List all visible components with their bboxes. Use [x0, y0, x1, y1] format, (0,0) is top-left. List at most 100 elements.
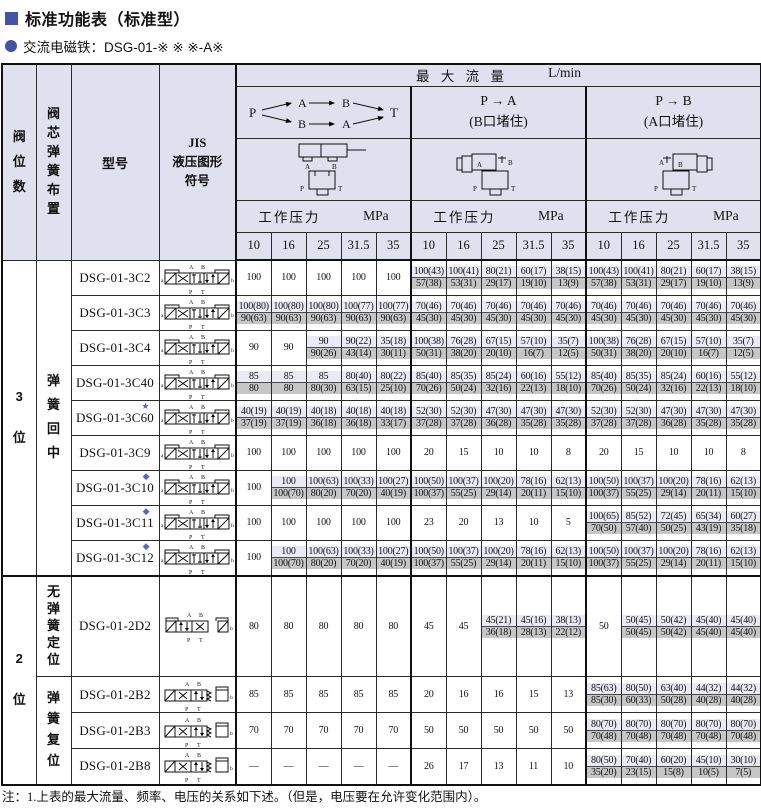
flow-value-top: 80(70) [622, 719, 655, 730]
flow-value: 50 [493, 725, 504, 736]
flow-value-top: 80(70) [692, 719, 725, 730]
flow-value-top: 100(27) [377, 546, 410, 557]
model-number: DSG-01-3C2 [79, 269, 151, 285]
flow-value-cell: 100 [235, 469, 272, 506]
flow-value-cell: 90 90(26) [305, 329, 342, 366]
flow-value: 100 [246, 517, 262, 528]
flow-value-cell: 100(33) 70(20) [340, 539, 377, 576]
flow-value: 10 [563, 760, 574, 772]
spool-arrangement-cell: 无弹簧定位 [35, 574, 72, 677]
flow-value-top: 70(46) [447, 301, 480, 312]
flow-value-cell: 100(63) 80(20) [305, 539, 342, 576]
flow-value-bottom: 12(5) [727, 347, 761, 359]
pressure-tick: 25 [655, 231, 692, 261]
flow-value-bottom: 50(28) [657, 694, 690, 706]
flow-value-bottom: 55(25) [447, 487, 480, 499]
model-number: DSG-01-3C60 [75, 409, 155, 425]
flow-value-cell: 30(10) 7(5) [725, 748, 761, 785]
model-number: DSG-01-2B3 [79, 722, 151, 738]
flow-value-bottom: 40(19) [377, 487, 410, 499]
group3-title: P → B (A口堵住) [584, 85, 761, 139]
svg-text:A: A [305, 163, 310, 171]
flow-value-cell: 80(50) 60(33) [620, 676, 657, 713]
flow-value-top: 85 [238, 371, 270, 382]
flow-value-top: 80(50) [588, 754, 620, 766]
svg-text:A: A [298, 96, 307, 110]
flow-value-bottom: 36(28) [657, 417, 690, 429]
flow-value-cell: 44(32) 40(28) [725, 676, 761, 713]
flow-value: 10 [493, 447, 504, 458]
flow-value-cell: 70(46) 45(30) [550, 294, 587, 331]
flow-value-bottom: 35(28) [517, 417, 550, 429]
flow-value-bottom: 90(63) [377, 312, 410, 324]
flow-value-top: 100(80) [272, 301, 305, 312]
flow-value-cell: 85 [270, 676, 307, 713]
flow-value-bottom: 63(15) [342, 382, 375, 394]
flow-value-cell: 47(30) 36(28) [655, 399, 692, 436]
flow-value: 16 [458, 689, 469, 700]
flow-value-top: 100(37) [622, 476, 655, 487]
group3-circuit-symbol: A B P T [584, 137, 761, 201]
flow-value-bottom: 20(11) [692, 487, 725, 499]
flow-value: 100 [386, 272, 401, 284]
flow-value-cell: 100(33) 70(20) [340, 469, 377, 506]
model-number: DSG-01-3C12 [75, 549, 155, 565]
flow-value-cell: 60(17) 19(10) [690, 259, 727, 296]
spec-table: 阀位数 阀芯弹簧布置 型号 JIS 液压图形符号 最 大 流 量 L/min [1, 63, 761, 786]
flow-value-top: 65(34) [692, 511, 725, 522]
flow-value-bottom: 28(13) [517, 625, 550, 638]
diamond-marker: ◆ [142, 470, 150, 481]
flow-value: — [283, 760, 294, 772]
svg-text:b: b [231, 488, 234, 494]
diamond-marker: ◆ [142, 505, 150, 516]
flow-value-cell: 80 [235, 574, 272, 677]
svg-text:A: A [185, 718, 190, 724]
flow-value-cell: 100 [235, 539, 272, 576]
flow-value-bottom: 57(38) [588, 277, 620, 290]
svg-text:T: T [201, 360, 205, 365]
jis-valve-symbol: A B b P T [158, 748, 237, 785]
flow-value-cell: 85 80 [270, 364, 307, 401]
flow-value-cell: 100(20) 29(14) [655, 539, 692, 576]
flow-value-cell: 100(41) 53(31) [445, 259, 482, 296]
svg-text:P: P [189, 360, 193, 365]
svg-text:T: T [201, 290, 205, 295]
flow-value-bottom: 70(50) [588, 522, 620, 534]
flow-value-cell: 85(52) 57(40) [620, 504, 657, 541]
svg-text:A: A [189, 440, 194, 446]
flow-value: 80 [388, 620, 399, 632]
flow-value-cell: 100(80) 90(63) [270, 294, 307, 331]
flow-value: 100 [281, 517, 296, 528]
flow-value-cell: 10 [690, 434, 727, 471]
flow-value-bottom: 29(17) [482, 277, 515, 290]
flow-path-diagram: P A B B A T [235, 85, 412, 139]
svg-text:B: B [678, 161, 683, 169]
footnote: 注：1.上表的最大流量、频率、电压的关系如下述。（但是，电压要在允许变化范围内）… [2, 790, 487, 804]
flow-value-cell: 52(30) 37(28) [585, 399, 622, 436]
flow-value-cell: 70(46) 45(30) [480, 294, 517, 331]
flow-value-cell: 76(28) 38(20) [445, 329, 482, 366]
model-cell: DSG-01-3C10 ◆ [70, 469, 160, 506]
flow-value-bottom: 40(28) [692, 694, 725, 706]
flow-value-top: 85(40) [588, 371, 620, 382]
flow-value-cell: 50 [445, 712, 482, 749]
flow-value-bottom: 29(14) [482, 557, 515, 569]
header-max-flow: 最 大 流 量 L/min [234, 63, 761, 87]
svg-text:P: P [185, 778, 189, 783]
flow-value-cell: 70(46) 45(30) [690, 294, 727, 331]
flow-value-bottom: 40(28) [727, 694, 761, 706]
flow-value-top: 85(52) [622, 511, 655, 522]
svg-text:P: P [189, 290, 193, 295]
svg-text:b: b [231, 383, 234, 389]
svg-text:T: T [511, 185, 516, 193]
pressure-tick: 10 [410, 231, 447, 261]
flow-value-cell: 52(30) 37(28) [445, 399, 482, 436]
svg-text:P: P [189, 465, 193, 470]
flow-value-cell: 90(22) 43(14) [340, 329, 377, 366]
svg-text:A: A [189, 370, 194, 376]
flow-value-bottom: 22(13) [517, 382, 550, 394]
flow-value-bottom: 33(17) [377, 417, 410, 429]
flow-value-cell: 85 80(30) [305, 364, 342, 401]
svg-text:P: P [189, 535, 193, 540]
